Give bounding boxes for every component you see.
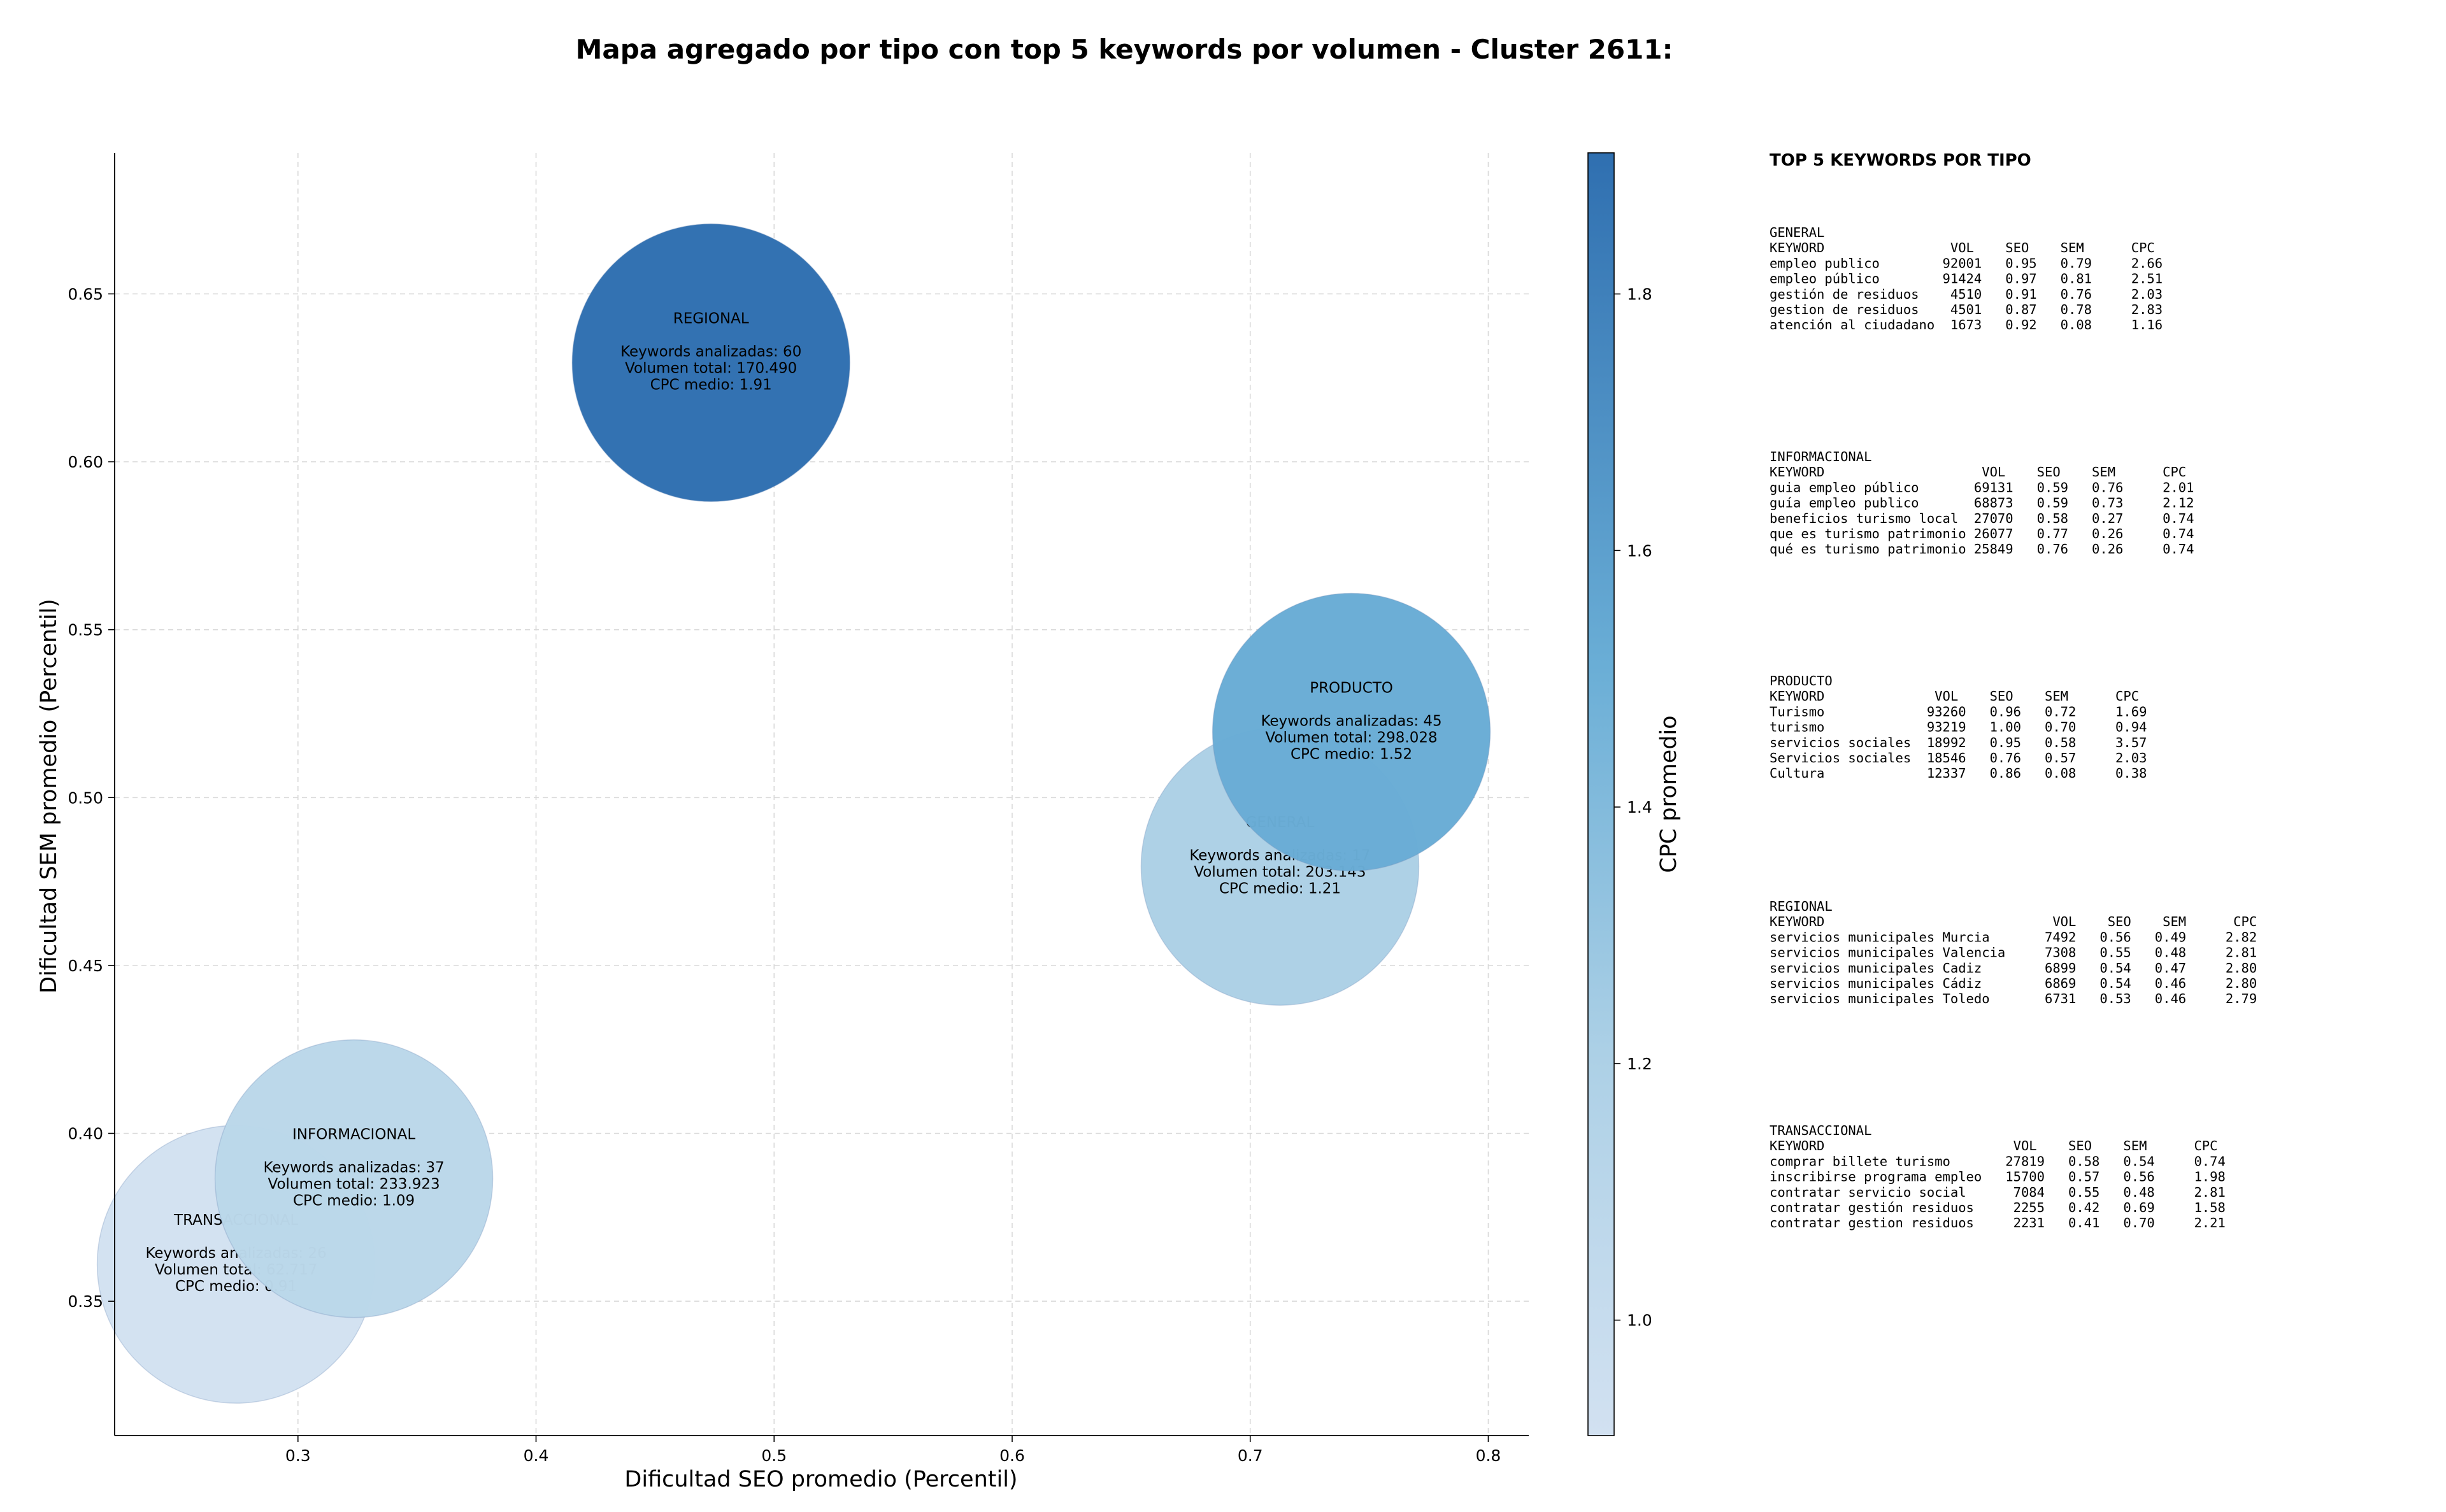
y-tick-label: 0.35 — [68, 1292, 103, 1311]
table-row: inscribirse programa empleo 15700 0.57 0… — [1770, 1169, 2226, 1185]
table-row: servicios municipales Cádiz 6869 0.54 0.… — [1770, 976, 2257, 991]
y-tick-label: 0.40 — [68, 1124, 103, 1143]
table-row: que es turismo patrimonio 26077 0.77 0.2… — [1770, 526, 2194, 541]
y-axis-label: Dificultad SEM promedio (Percentil) — [36, 599, 62, 994]
x-tick-label: 0.8 — [1476, 1446, 1501, 1465]
table-row: empleo público 91424 0.97 0.81 2.51 — [1770, 271, 2163, 287]
bubble-informacional: INFORMACIONAL Keywords analizadas: 37Volu… — [214, 1039, 494, 1318]
x-tick-label: 0.6 — [999, 1446, 1025, 1465]
table-header-row: KEYWORD VOL SEO SEM CPC — [1770, 688, 2139, 704]
bubble-layer: TRANSACCIONALKeywords analizadas: 26Volu… — [96, 223, 1491, 1404]
table-section-title: PRODUCTO — [1770, 673, 1833, 688]
table-row: turismo 93219 1.00 0.70 0.94 — [1770, 720, 2147, 735]
table-section-title: INFORMACIONAL — [1770, 449, 1871, 464]
bubble-label-line: CPC medio: 1.09 — [293, 1193, 415, 1209]
table-header-row: KEYWORD VOL SEO SEM CPC — [1770, 240, 2155, 255]
table-header-row: KEYWORD VOL SEO SEM CPC — [1770, 1138, 2218, 1153]
x-tick-label: 0.5 — [761, 1446, 787, 1465]
table-row: guía empleo publico 68873 0.59 0.73 2.12 — [1770, 496, 2194, 511]
bubble-label-line: CPC medio: 1.52 — [1291, 746, 1412, 762]
table-row: servicios municipales Murcia 7492 0.56 0… — [1770, 929, 2257, 945]
axes-layer: 0.3 0.4 0.5 0.6 0.7 0.8 0.35 0.40 0.45 0.50 0.55 0.… — [68, 153, 1529, 1465]
colorbar-tick-label: 1.8 — [1627, 285, 1652, 304]
bubble-circle — [571, 223, 850, 503]
y-tick-label: 0.55 — [68, 621, 103, 639]
table-section-title: REGIONAL — [1770, 899, 1833, 914]
bubble-circle — [1212, 592, 1491, 872]
bubble-circle — [214, 1039, 494, 1318]
bubble-label-title: REGIONAL — [673, 311, 749, 327]
x-tick-label: 0.3 — [285, 1446, 311, 1465]
bubble-label-line: CPC medio: 1.91 — [650, 377, 772, 394]
table-row: gestion de residuos 4501 0.87 0.78 2.83 — [1770, 302, 2163, 317]
table-row: contratar servicio social 7084 0.55 0.48… — [1770, 1185, 2226, 1200]
y-tick-label: 0.65 — [68, 285, 103, 303]
table-row: comprar billete turismo 27819 0.58 0.54 … — [1770, 1153, 2226, 1169]
bubble-label-line: CPC medio: 1.21 — [1219, 880, 1341, 897]
bubble-label-line: Keywords analizadas: 45 — [1261, 713, 1441, 729]
table-row: gestión de residuos 4510 0.91 0.76 2.03 — [1770, 287, 2163, 302]
bubble-label-title: INFORMACIONAL — [292, 1127, 415, 1143]
colorbar-tick-label: 1.6 — [1627, 541, 1652, 560]
y-tick-label: 0.60 — [68, 453, 103, 471]
table-row: qué es turismo patrimonio 25849 0.76 0.2… — [1770, 541, 2194, 557]
bubble-label-line: Volumen total: 170.490 — [625, 360, 797, 377]
colorbar-tick-label: 1.2 — [1627, 1055, 1652, 1073]
bubble-label-line: Keywords analizadas: 37 — [263, 1160, 444, 1176]
table-row: beneficios turismo local 27070 0.58 0.27… — [1770, 511, 2194, 526]
table-row: Turismo 93260 0.96 0.72 1.69 — [1770, 704, 2147, 719]
x-axis-label: Dificultad SEO promedio (Percentil) — [624, 1467, 1017, 1492]
chart-title: Mapa agregado por tipo con top 5 keyword… — [576, 34, 1673, 65]
table-row: contratar gestión residuos 2255 0.42 0.6… — [1770, 1200, 2226, 1215]
table-row: guia empleo público 69131 0.59 0.76 2.01 — [1770, 480, 2194, 495]
colorbar-gradient — [1587, 152, 1615, 1436]
table-section-title: TRANSACCIONAL — [1770, 1123, 1871, 1138]
table-row: Cultura 12337 0.86 0.08 0.38 — [1770, 766, 2147, 781]
colorbar-label: CPC promedio — [1656, 715, 1682, 873]
bubble-label-line: Volumen total: 298.028 — [1265, 729, 1437, 746]
colorbar: 1.0 1.2 1.4 1.6 1.8 — [1587, 152, 1652, 1436]
colorbar-tick-label: 1.4 — [1627, 798, 1652, 817]
table-row: Servicios sociales 18546 0.76 0.57 2.03 — [1770, 750, 2147, 766]
table-row: servicios sociales 18992 0.95 0.58 3.57 — [1770, 735, 2147, 750]
x-tick-label: 0.7 — [1238, 1446, 1263, 1465]
bubble-label-line: Volumen total: 233.923 — [268, 1176, 440, 1193]
bubble-label-title: PRODUCTO — [1310, 680, 1393, 696]
table-header-row: KEYWORD VOL SEO SEM CPC — [1770, 914, 2257, 929]
table-row: contratar gestion residuos 2231 0.41 0.7… — [1770, 1215, 2226, 1230]
y-tick-label: 0.45 — [68, 957, 103, 975]
tables-title: TOP 5 KEYWORDS POR TIPO — [1770, 151, 2031, 170]
bubble-label-line: Keywords analizadas: 60 — [620, 344, 801, 360]
colorbar-tick-label: 1.0 — [1627, 1311, 1652, 1330]
table-row: empleo publico 92001 0.95 0.79 2.66 — [1770, 255, 2163, 271]
table-header-row: KEYWORD VOL SEO SEM CPC — [1770, 464, 2186, 480]
table-row: servicios municipales Cadiz 6899 0.54 0.… — [1770, 960, 2257, 976]
x-tick-label: 0.4 — [524, 1446, 549, 1465]
y-tick-label: 0.50 — [68, 788, 103, 807]
table-row: servicios municipales Toledo 6731 0.53 0… — [1770, 991, 2257, 1006]
table-section-title: GENERAL — [1770, 225, 1824, 240]
table-row: servicios municipales Valencia 7308 0.55… — [1770, 945, 2257, 960]
table-row: atención al ciudadano 1673 0.92 0.08 1.1… — [1770, 317, 2163, 332]
